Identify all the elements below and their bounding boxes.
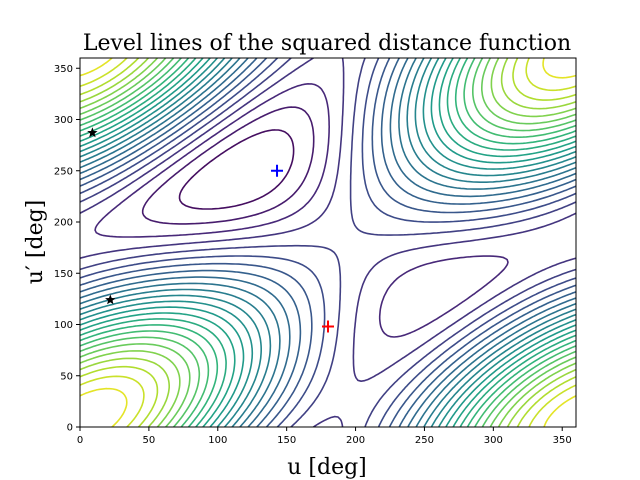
y-tick-label: 350 xyxy=(54,64,73,75)
y-tick-label: 0 xyxy=(67,423,73,434)
x-tick-label: 150 xyxy=(277,435,296,446)
markers-layer xyxy=(87,127,334,333)
star-marker xyxy=(105,294,116,305)
y-tick-label: 200 xyxy=(54,218,73,229)
y-tick-label: 300 xyxy=(54,115,73,126)
y-tick-label: 50 xyxy=(60,371,73,382)
plus-marker xyxy=(271,164,284,177)
x-tick-label: 300 xyxy=(484,435,503,446)
contour-level xyxy=(80,58,576,427)
x-tick-label: 0 xyxy=(77,435,83,446)
contour-level xyxy=(80,58,576,427)
star-marker xyxy=(87,127,98,138)
x-tick-label: 50 xyxy=(143,435,156,446)
contour-level xyxy=(80,58,576,427)
contour-level xyxy=(80,58,576,427)
y-tick-label: 100 xyxy=(54,320,73,331)
chart-title: Level lines of the squared distance func… xyxy=(83,31,571,56)
plus-marker xyxy=(322,320,334,333)
y-tick-label: 150 xyxy=(54,269,73,280)
contour-lines xyxy=(80,58,576,427)
contour-level xyxy=(178,129,295,210)
x-tick-label: 200 xyxy=(346,435,365,446)
contour-level xyxy=(80,58,576,427)
contour-level xyxy=(80,58,576,427)
contour-level xyxy=(94,83,509,338)
x-tick-label: 100 xyxy=(208,435,227,446)
x-tick-label: 350 xyxy=(553,435,572,446)
contour-level xyxy=(80,58,576,427)
x-axis-label: u [deg] xyxy=(287,455,367,480)
contour-level xyxy=(80,58,576,427)
x-tick-label: 250 xyxy=(415,435,434,446)
y-axis-label: u′ [deg] xyxy=(23,200,48,285)
contour-level xyxy=(80,58,576,427)
contour-level xyxy=(80,58,576,427)
y-axis-ticks: 0 50 100 150 200 250 300 350 xyxy=(54,64,80,434)
plot-frame xyxy=(79,57,577,428)
y-tick-label: 250 xyxy=(54,166,73,177)
contour-level xyxy=(80,58,576,427)
contour-level xyxy=(80,58,576,427)
contour-level xyxy=(80,58,576,427)
contour-level xyxy=(80,58,576,427)
contour-level xyxy=(141,106,315,225)
x-axis-ticks: 0 50 100 150 200 250 300 350 xyxy=(77,427,572,446)
